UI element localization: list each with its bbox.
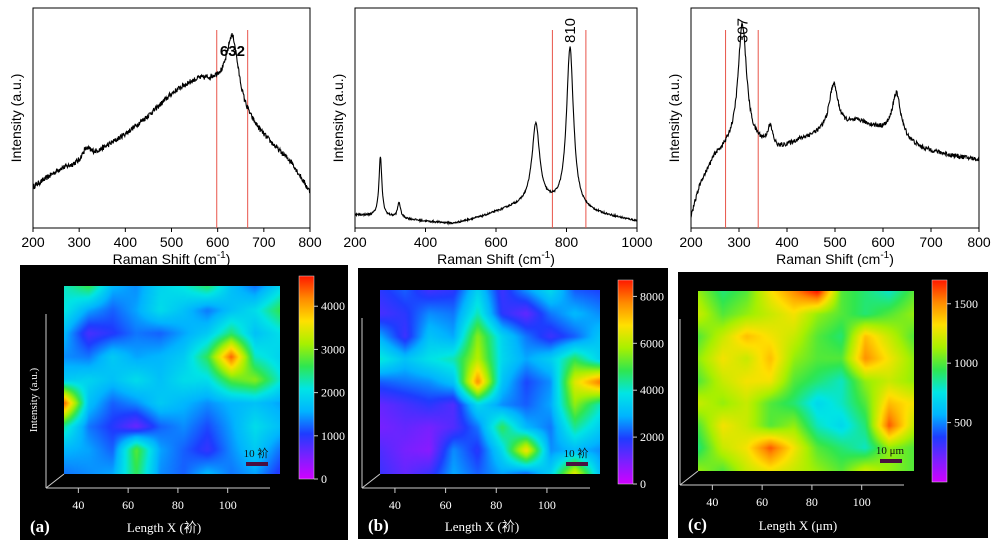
spectrum-3-xtick-label-500: 500 — [823, 234, 847, 250]
map-a-colorbar-label-1000: 1000 — [321, 429, 345, 443]
spectrum-2-ylabel: Intensity (a.u.) — [330, 74, 346, 163]
map-c-colorbar — [931, 279, 948, 483]
map-b-xlabel: Length X (衸) — [445, 519, 519, 534]
map-b-colorbar — [617, 279, 634, 485]
spectrum-1-xtick-label-700: 700 — [252, 234, 276, 250]
map-b-xtick-label-40: 40 — [389, 498, 401, 512]
map-a-colorbar-label-4000: 4000 — [321, 299, 345, 313]
spectrum-2-peak-label: 810 — [562, 18, 579, 43]
map-b-colorbar-label-4000: 4000 — [640, 383, 664, 397]
spectrum-3-xtick-label-200: 200 — [679, 234, 703, 250]
map-a-chart: 40 60 80 100 Length X (衸) (a) Intensity (a.u.)… — [20, 265, 348, 540]
spectrum-3-peak-label: 307 — [734, 18, 751, 43]
spectrum-1-series-line — [32, 33, 311, 194]
map-b-axis-corner — [361, 473, 381, 489]
spectrum-2-xtick-label-800: 800 — [555, 234, 579, 250]
spectrum-3-xtick-label-800: 800 — [967, 234, 991, 250]
map-c-colorbar-label-1000: 1000 — [954, 356, 978, 370]
spectrum-3-chart: 200 300 400 500 600 700 800 Raman Shift (cm-1) I… — [666, 7, 991, 267]
map-a-scalebar — [246, 462, 268, 466]
map-c-xtick-label-80: 80 — [806, 495, 818, 509]
map-a-axis-corner — [45, 473, 65, 489]
spectrum-1-xtick-label-800: 800 — [298, 234, 322, 250]
spectrum-1-xlabel-sup: -1 — [217, 250, 226, 261]
map-b-colorbar-label-6000: 6000 — [640, 336, 664, 350]
map-b-chart: 40 60 80 100 Length X (衸) (b) 10 衸 0 2000 4000 600… — [358, 268, 668, 539]
map-a-xlabel: Length X (衸) — [127, 520, 201, 535]
spectrum-1-xtick-label-400: 400 — [114, 234, 138, 250]
spectrum-3-xlabel: Raman Shift (cm-1) — [776, 250, 894, 267]
map-b-colorbar-label-8000: 8000 — [640, 289, 664, 303]
map-c-chart: 40 60 80 100 Length X (μm) (c) 10 μm 500 1000 150… — [678, 272, 988, 538]
map-a-panel-label: (a) — [30, 517, 50, 536]
spectrum-2-series-line — [354, 46, 638, 226]
map-a-colorbar-label-2000: 2000 — [321, 386, 345, 400]
map-c-xtick-label-40: 40 — [706, 495, 718, 509]
map-a-xtick-label-60: 60 — [122, 498, 134, 512]
spectrum-3-xlabel-end: ) — [889, 251, 894, 267]
map-c-xtick-label-100: 100 — [853, 495, 871, 509]
map-a-colorbar-label-0: 0 — [321, 472, 327, 486]
spectrum-1-xlabel-main: Raman Shift (cm — [113, 251, 217, 267]
map-b-scalebar — [566, 462, 588, 466]
map-a-ylabel: Intensity (a.u.) — [28, 367, 40, 432]
spectrum-2-xlabel: Raman Shift (cm-1) — [437, 250, 555, 267]
map-b-xtick-label-80: 80 — [490, 498, 502, 512]
spectrum-1-peak-label: 632 — [220, 43, 245, 60]
map-a-colorbar-label-3000: 3000 — [321, 342, 345, 356]
spectrum-2-xlabel-end: ) — [550, 251, 555, 267]
map-c-scalebar-label: 10 μm — [876, 445, 905, 457]
map-c-colorbar-label-1500: 1500 — [954, 297, 978, 311]
spectrum-3-xlabel-main: Raman Shift (cm — [776, 251, 880, 267]
spectrum-1-xtick-label-200: 200 — [21, 234, 45, 250]
spectrum-3-ylabel: Intensity (a.u.) — [666, 74, 682, 163]
spectrum-3-xtick-label-700: 700 — [919, 234, 943, 250]
map-c-colorbar-label-500: 500 — [954, 416, 972, 430]
spectrum-3-xlabel-sup: -1 — [880, 250, 889, 261]
map-c-heatmap — [698, 291, 914, 471]
map-b-colorbar-label-2000: 2000 — [640, 430, 664, 444]
spectrum-3-xtick-label-600: 600 — [871, 234, 895, 250]
map-a-xtick-label-80: 80 — [172, 498, 184, 512]
map-a-colorbar — [298, 275, 315, 480]
spectrum-1-ylabel: Intensity (a.u.) — [8, 74, 24, 163]
map-b-xtick-label-60: 60 — [440, 498, 452, 512]
spectrum-2-xtick-label-200: 200 — [343, 234, 367, 250]
map-c-scalebar — [880, 459, 902, 463]
map-b-xtick-label-100: 100 — [538, 498, 556, 512]
spectrum-3-xtick-label-400: 400 — [775, 234, 799, 250]
spectrum-1-xtick-label-600: 600 — [206, 234, 230, 250]
map-b-panel-label: (b) — [368, 516, 389, 535]
spectrum-1-xtick-label-500: 500 — [160, 234, 184, 250]
spectrum-2-xtick-label-600: 600 — [484, 234, 508, 250]
spectrum-2-xtick-label-1000: 1000 — [621, 234, 652, 250]
map-a-xtick-label-40: 40 — [72, 498, 84, 512]
map-b-scalebar-label: 10 衸 — [564, 446, 589, 460]
spectrum-2-xtick-label-400: 400 — [414, 234, 438, 250]
maps-row: 40 60 80 100 Length X (衸) (a) Intensity (a.u.)… — [20, 265, 988, 540]
map-a-xtick-label-100: 100 — [219, 498, 237, 512]
spectrum-1-xtick-label-300: 300 — [67, 234, 91, 250]
spectrum-1-chart: 200 300 400 500 600 700 800 Raman Shift (cm-1) I… — [8, 7, 322, 267]
map-b-heatmap — [380, 290, 600, 474]
spectrum-1-xlabel-end: ) — [226, 251, 231, 267]
map-c-panel-label: (c) — [688, 515, 707, 534]
map-c-xtick-label-60: 60 — [756, 495, 768, 509]
spectrum-2-frame — [354, 7, 638, 229]
map-a-heatmap — [64, 286, 280, 474]
spectrum-2-xlabel-main: Raman Shift (cm — [437, 251, 541, 267]
spectrum-3-xtick-label-300: 300 — [727, 234, 751, 250]
spectrum-1-frame — [32, 7, 311, 229]
map-a-scalebar-label: 10 衸 — [244, 446, 269, 460]
spectrum-2-chart: 200 400 600 800 1000 Raman Shift (cm-1) Intens… — [330, 7, 653, 267]
spectrum-2-xlabel-sup: -1 — [541, 250, 550, 261]
spectrum-3-series-line — [690, 21, 980, 218]
map-c-axis-corner — [679, 470, 699, 486]
map-b-colorbar-label-0: 0 — [640, 477, 646, 491]
map-c-xlabel: Length X (μm) — [759, 518, 837, 533]
spectrum-1-xlabel: Raman Shift (cm-1) — [113, 250, 231, 267]
